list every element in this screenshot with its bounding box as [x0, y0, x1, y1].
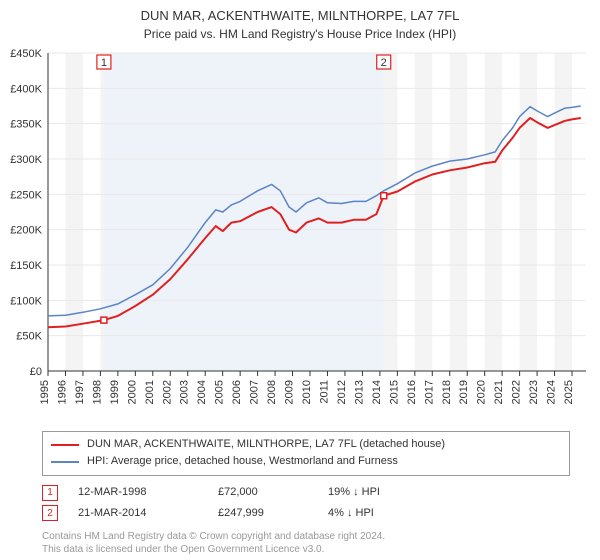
footer-line-1: Contains HM Land Registry data © Crown c… — [42, 530, 570, 543]
svg-text:£300K: £300K — [10, 154, 42, 166]
svg-text:1: 1 — [101, 57, 107, 69]
svg-text:2008: 2008 — [266, 380, 278, 404]
legend-label: DUN MAR, ACKENTHWAITE, MILNTHORPE, LA7 7… — [87, 436, 445, 454]
legend-item: DUN MAR, ACKENTHWAITE, MILNTHORPE, LA7 7… — [51, 436, 561, 454]
svg-text:2022: 2022 — [511, 380, 523, 404]
chart-container: DUN MAR, ACKENTHWAITE, MILNTHORPE, LA7 7… — [0, 0, 600, 560]
chart-plot-area: £0 £50K £100K £150K £200K £250K £300K £350K £400… — [0, 47, 600, 427]
svg-text:1998: 1998 — [91, 380, 103, 404]
marker-badge: 2 — [42, 505, 58, 521]
svg-text:2: 2 — [381, 57, 387, 69]
svg-text:2012: 2012 — [336, 380, 348, 404]
svg-text:2021: 2021 — [493, 380, 505, 404]
marker-row: 2 21-MAR-2014£247,9994% ↓ HPI — [42, 503, 570, 524]
footer-attribution: Contains HM Land Registry data © Crown c… — [42, 530, 570, 556]
svg-text:2006: 2006 — [231, 380, 243, 404]
svg-text:2025: 2025 — [563, 380, 575, 404]
svg-text:2016: 2016 — [406, 380, 418, 404]
svg-text:£400K: £400K — [10, 83, 42, 95]
footer-line-2: This data is licensed under the Open Gov… — [42, 543, 570, 556]
svg-text:2017: 2017 — [423, 380, 435, 404]
svg-text:2014: 2014 — [371, 380, 383, 404]
marker-date: 21-MAR-2014 — [78, 503, 218, 524]
svg-text:£350K: £350K — [10, 119, 42, 131]
marker-table: 1 12-MAR-1998£72,00019% ↓ HPI 2 21-MAR-2014… — [42, 482, 570, 524]
marker-badge: 1 — [42, 485, 58, 501]
svg-text:2002: 2002 — [161, 380, 173, 404]
svg-text:1995: 1995 — [39, 380, 51, 404]
svg-text:2011: 2011 — [318, 380, 330, 404]
line-chart-svg: £0 £50K £100K £150K £200K £250K £300K £350K £400… — [0, 47, 600, 427]
svg-text:1997: 1997 — [74, 380, 86, 404]
legend: DUN MAR, ACKENTHWAITE, MILNTHORPE, LA7 7… — [42, 431, 570, 476]
svg-text:1999: 1999 — [109, 380, 121, 404]
svg-text:2004: 2004 — [196, 380, 208, 404]
svg-text:2013: 2013 — [353, 380, 365, 404]
svg-text:£50K: £50K — [16, 331, 42, 343]
svg-text:2015: 2015 — [388, 380, 400, 404]
marker-row: 1 12-MAR-1998£72,00019% ↓ HPI — [42, 482, 570, 503]
svg-text:2023: 2023 — [528, 380, 540, 404]
svg-text:2001: 2001 — [144, 380, 156, 404]
svg-text:2010: 2010 — [301, 380, 313, 404]
svg-text:2018: 2018 — [441, 380, 453, 404]
svg-text:2024: 2024 — [546, 380, 558, 404]
legend-swatch — [51, 461, 79, 463]
svg-text:2019: 2019 — [458, 380, 470, 404]
marker-diff: 19% ↓ HPI — [328, 482, 380, 503]
svg-text:2007: 2007 — [249, 380, 261, 404]
svg-text:£250K: £250K — [10, 189, 42, 201]
svg-text:2000: 2000 — [126, 380, 138, 404]
marker-diff: 4% ↓ HPI — [328, 503, 374, 524]
legend-item: HPI: Average price, detached house, West… — [51, 453, 561, 471]
svg-text:2005: 2005 — [214, 380, 226, 404]
marker-date: 12-MAR-1998 — [78, 482, 218, 503]
svg-text:£0: £0 — [30, 366, 42, 378]
marker-price: £247,999 — [218, 503, 328, 524]
chart-title: DUN MAR, ACKENTHWAITE, MILNTHORPE, LA7 7… — [0, 0, 600, 25]
legend-swatch — [51, 444, 79, 446]
svg-text:£450K: £450K — [10, 48, 42, 60]
svg-text:1996: 1996 — [56, 380, 68, 404]
chart-subtitle: Price paid vs. HM Land Registry's House … — [0, 25, 600, 47]
svg-text:2020: 2020 — [476, 380, 488, 404]
legend-label: HPI: Average price, detached house, West… — [87, 453, 398, 471]
svg-text:2003: 2003 — [179, 380, 191, 404]
svg-text:£100K: £100K — [10, 295, 42, 307]
svg-text:£150K: £150K — [10, 260, 42, 272]
svg-text:£200K: £200K — [10, 225, 42, 237]
marker-price: £72,000 — [218, 482, 328, 503]
svg-text:2009: 2009 — [284, 380, 296, 404]
